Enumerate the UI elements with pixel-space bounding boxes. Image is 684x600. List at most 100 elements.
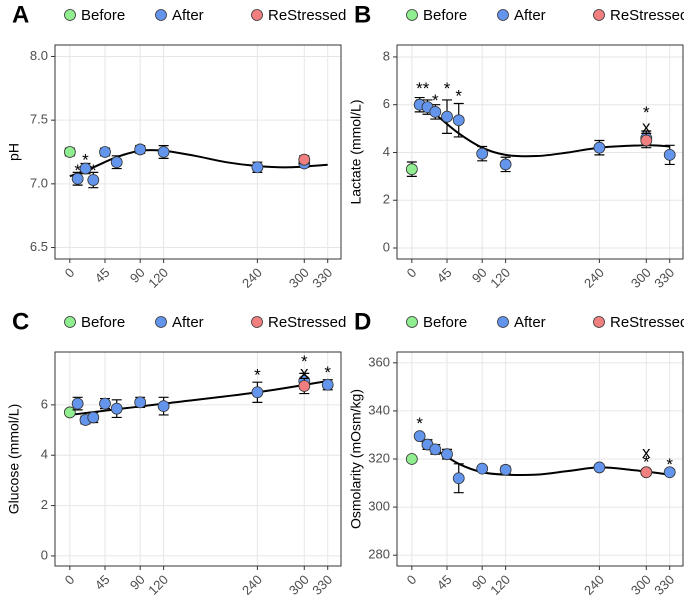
plot-frame (396, 351, 684, 567)
point (476, 147, 489, 160)
x-tick-label: 300 (286, 265, 312, 291)
x-tick-label: 0 (62, 572, 78, 588)
x-tick-label: 0 (404, 572, 420, 588)
point (452, 472, 465, 485)
y-tick-label: 4 (41, 447, 48, 462)
y-axis-label: Osmolarity (mOsm/kg) (348, 389, 364, 529)
y-tick-label: 8 (383, 48, 390, 63)
y-axis-label: Glucose (mmol/L) (6, 404, 22, 514)
y-tick-label: 360 (368, 354, 390, 369)
point (79, 162, 92, 175)
y-tick-label: 0 (383, 239, 390, 254)
point (71, 172, 84, 185)
annotation: x (642, 117, 651, 136)
point (429, 105, 442, 118)
x-tick-label: 0 (62, 265, 78, 281)
y-tick-label: 7.0 (30, 175, 48, 190)
legend-label: ReStressed (610, 7, 684, 24)
y-tick-label: 340 (368, 402, 390, 417)
annotation: * (455, 86, 462, 105)
annotation: x (642, 443, 651, 462)
annotation: * (90, 161, 97, 180)
point (441, 448, 453, 461)
fit-curve (69, 379, 328, 416)
legend-label: Before (81, 314, 125, 331)
plot-background (55, 352, 341, 566)
x-tick-label: 240 (239, 265, 265, 291)
x-tick-label: 330 (651, 265, 677, 291)
point (413, 430, 426, 443)
legend-marker (64, 9, 76, 21)
point (110, 156, 123, 169)
point (134, 143, 147, 156)
point (110, 402, 123, 415)
y-tick-label: 2 (383, 192, 390, 207)
fit-curve (69, 149, 328, 178)
y-tick-label: 6.5 (30, 239, 48, 254)
point (593, 141, 606, 154)
point (298, 380, 311, 392)
legend-label: After (172, 7, 204, 24)
point (640, 466, 653, 479)
x-tick-label: 240 (239, 572, 265, 598)
x-tick-label: 240 (581, 265, 607, 291)
y-tick-label: 320 (368, 450, 390, 465)
legend-marker (155, 9, 167, 21)
x-tick-label: 45 (92, 572, 113, 593)
x-tick-label: 330 (309, 572, 335, 598)
annotation: * (643, 452, 650, 471)
point (499, 463, 512, 476)
legend-label: After (514, 7, 546, 24)
annotation: * (416, 414, 423, 433)
point (429, 443, 442, 456)
legend-label: Before (423, 7, 467, 24)
annotation: * (82, 151, 89, 170)
annotation: * (444, 79, 451, 98)
point (452, 114, 465, 127)
x-tick-label: 300 (286, 572, 312, 598)
point (157, 146, 170, 158)
y-tick-label: 4 (383, 144, 390, 159)
x-tick-label: 90 (127, 265, 148, 286)
y-axis-label: Lactate (mmol/L) (348, 99, 364, 204)
y-tick-label: 7.5 (30, 112, 48, 127)
point (157, 400, 170, 413)
annotation: * (74, 161, 81, 180)
point (251, 386, 264, 399)
panel-label: D (354, 308, 371, 335)
point (99, 146, 111, 158)
legend-marker (497, 9, 509, 21)
point (87, 174, 100, 186)
y-tick-label: 6 (383, 96, 390, 111)
y-tick-label: 8.0 (30, 48, 48, 63)
annotation: * (254, 366, 261, 385)
x-tick-label: 330 (309, 265, 335, 291)
point (663, 466, 676, 479)
legend-marker (406, 9, 418, 21)
legend-label: ReStressed (268, 7, 346, 24)
annotation: * (301, 352, 308, 371)
annotation: * (432, 91, 439, 110)
point (476, 462, 489, 475)
x-tick-label: 90 (469, 572, 490, 593)
point (499, 158, 512, 171)
plot-background (55, 45, 341, 259)
x-tick-label: 120 (487, 572, 513, 598)
x-tick-label: 120 (145, 572, 171, 598)
point (640, 134, 653, 147)
plot-frame (54, 351, 342, 567)
annotation: * (324, 363, 331, 382)
point (251, 161, 264, 174)
legend-label: ReStressed (268, 314, 346, 331)
point (298, 153, 311, 166)
x-tick-label: 300 (628, 265, 654, 291)
point (99, 397, 111, 410)
legend-label: Before (423, 314, 467, 331)
x-tick-label: 45 (92, 265, 113, 286)
legend-marker (64, 316, 76, 328)
point (63, 146, 76, 158)
point (441, 110, 453, 123)
x-tick-label: 45 (434, 265, 455, 286)
point (87, 411, 100, 424)
